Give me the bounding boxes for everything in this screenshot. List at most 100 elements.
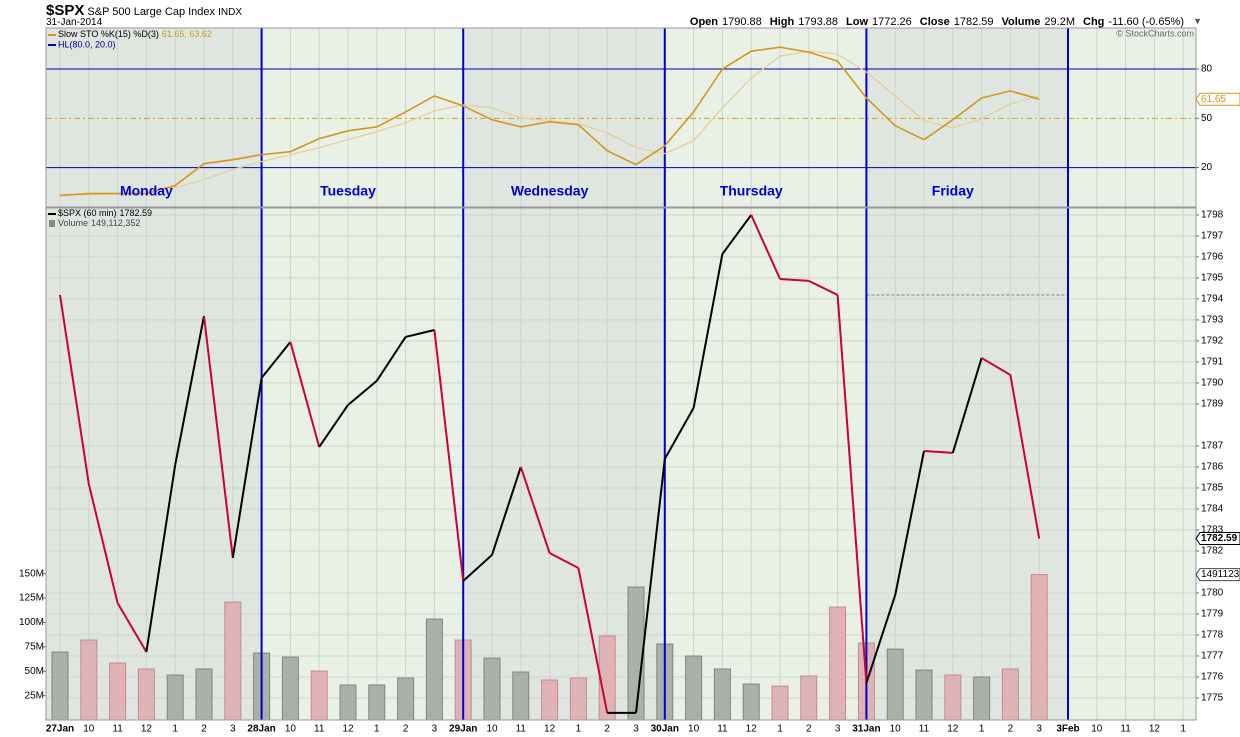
volume-bar xyxy=(281,656,299,721)
volume-bar xyxy=(569,677,587,721)
volume-bar xyxy=(51,651,69,721)
x-tick-label: 10 xyxy=(83,724,95,735)
x-tick-label: 10 xyxy=(890,724,902,735)
value-tag-label: 1782.59 xyxy=(1201,533,1238,544)
volume-bar xyxy=(973,676,991,721)
x-tick-label: 31Jan xyxy=(852,724,880,735)
y-tick-label: 1789 xyxy=(1201,399,1224,410)
stat-label: Low xyxy=(846,16,868,28)
price-segment xyxy=(87,483,119,604)
day-shade xyxy=(664,28,867,207)
volume-bar xyxy=(627,586,645,721)
x-tick-label: 2 xyxy=(1008,724,1014,735)
day-shade xyxy=(46,28,262,207)
x-tick-label: 11 xyxy=(1120,724,1131,735)
y-tick-label: 1796 xyxy=(1201,252,1224,263)
y-tick-label: 1775 xyxy=(1201,693,1224,704)
price-segment xyxy=(808,279,839,296)
day-shade xyxy=(1068,208,1196,720)
stochastic-line xyxy=(59,46,1040,197)
legend-label: Slow STO %K(15) %D(3) 61.65, 63.62 xyxy=(58,29,212,39)
x-tick-label: 12 xyxy=(544,724,556,735)
legend-label: HL(80.0, 20.0) xyxy=(58,39,116,49)
y-tick-label: 1779 xyxy=(1201,609,1224,620)
stat-value: -11.60 (-0.65%) xyxy=(1108,16,1184,28)
stat-label: Volume xyxy=(1001,16,1041,28)
day-annotation: Monday xyxy=(120,183,173,199)
volume-bar xyxy=(829,606,847,721)
stat-value: 29.2M xyxy=(1044,16,1075,28)
x-tick-label: 12 xyxy=(746,724,758,735)
x-tick-label: 1 xyxy=(576,724,582,735)
stat-value: 1782.59 xyxy=(953,16,994,28)
legend-values: 149,112,352 xyxy=(91,218,140,228)
stat-label: Close xyxy=(919,16,950,28)
title-block: $SPX S&P 500 Large Cap Index INDX xyxy=(46,2,242,19)
legend-label: $SPX (60 min) 1782.59 xyxy=(58,208,152,218)
y-tick-label: 80 xyxy=(1201,64,1213,75)
x-tick-label: 10 xyxy=(486,724,498,735)
copyright: © StockCharts.com xyxy=(1116,28,1194,38)
x-tick-label: 11 xyxy=(919,724,930,735)
x-tick-label: 12 xyxy=(947,724,959,735)
y-tick-label: 1790 xyxy=(1201,378,1224,389)
stat-label: Open xyxy=(689,16,719,28)
value-tag-label: 1491123 xyxy=(1201,569,1240,580)
legend-swatch xyxy=(49,220,55,227)
price-segment xyxy=(549,552,579,569)
y-tick-label: 1794 xyxy=(1201,294,1224,305)
price-segment xyxy=(923,449,953,454)
exchange: INDX xyxy=(218,7,243,18)
y-tick-label: 1795 xyxy=(1201,273,1224,284)
volume-bar xyxy=(425,618,443,721)
x-tick-label: 1 xyxy=(979,724,985,735)
menu-arrow[interactable]: ▼ xyxy=(1193,16,1202,26)
volume-bar xyxy=(483,657,501,721)
y-tick-label: 75M xyxy=(25,641,44,652)
y-tick-label: 1793 xyxy=(1201,315,1224,326)
y-tick-label: 125M xyxy=(19,593,44,604)
x-tick-label: 3Feb xyxy=(1056,724,1079,735)
price-segment xyxy=(836,294,868,684)
y-tick-label: 1791 xyxy=(1201,357,1224,368)
volume-bar xyxy=(915,669,933,721)
y-tick-label: 20 xyxy=(1201,162,1213,173)
x-tick-label: 10 xyxy=(688,724,700,735)
volume-bar xyxy=(771,685,789,721)
stat-value: 1772.26 xyxy=(872,16,912,28)
day-shade xyxy=(463,28,665,207)
y-tick-label: 1783 xyxy=(1201,525,1224,536)
stat-label: Chg xyxy=(1083,16,1105,28)
y-tick-label: 1782 xyxy=(1201,546,1224,557)
panel-border xyxy=(45,207,1197,721)
y-tick-label: 1797 xyxy=(1201,231,1224,242)
x-tick-label: 3 xyxy=(835,724,841,735)
price-segment xyxy=(491,466,522,556)
value-tag xyxy=(1195,532,1240,546)
volume-bar xyxy=(742,683,760,721)
index-name: S&P 500 Large Cap Index xyxy=(87,6,216,18)
symbol: $SPX xyxy=(46,2,85,19)
y-tick-label: 150M xyxy=(19,568,44,579)
x-tick-label: 12 xyxy=(342,724,354,735)
value-tag-label: 61.65 xyxy=(1201,94,1226,105)
x-tick-label: 1 xyxy=(777,724,783,735)
x-tick-label: 12 xyxy=(141,724,153,735)
y-tick-label: 25M xyxy=(25,690,44,701)
x-tick-label: 11 xyxy=(112,724,123,735)
date: 31-Jan-2014 xyxy=(46,17,103,28)
price-segment xyxy=(231,377,263,559)
stats: Open 1790.88 High 1793.88 Low 1772.26 Close 178… xyxy=(690,16,1192,28)
y-tick-label: 1787 xyxy=(1201,441,1224,452)
legend-label: Volume 149,112,352 xyxy=(58,218,140,228)
price-segment xyxy=(635,458,666,713)
volume-bar xyxy=(512,671,530,721)
price-segment xyxy=(894,450,925,596)
price-segment xyxy=(721,214,753,255)
x-tick-label: 2 xyxy=(604,724,610,735)
price-segment xyxy=(289,341,321,448)
price-segment xyxy=(692,253,724,409)
volume-bar xyxy=(109,662,127,721)
